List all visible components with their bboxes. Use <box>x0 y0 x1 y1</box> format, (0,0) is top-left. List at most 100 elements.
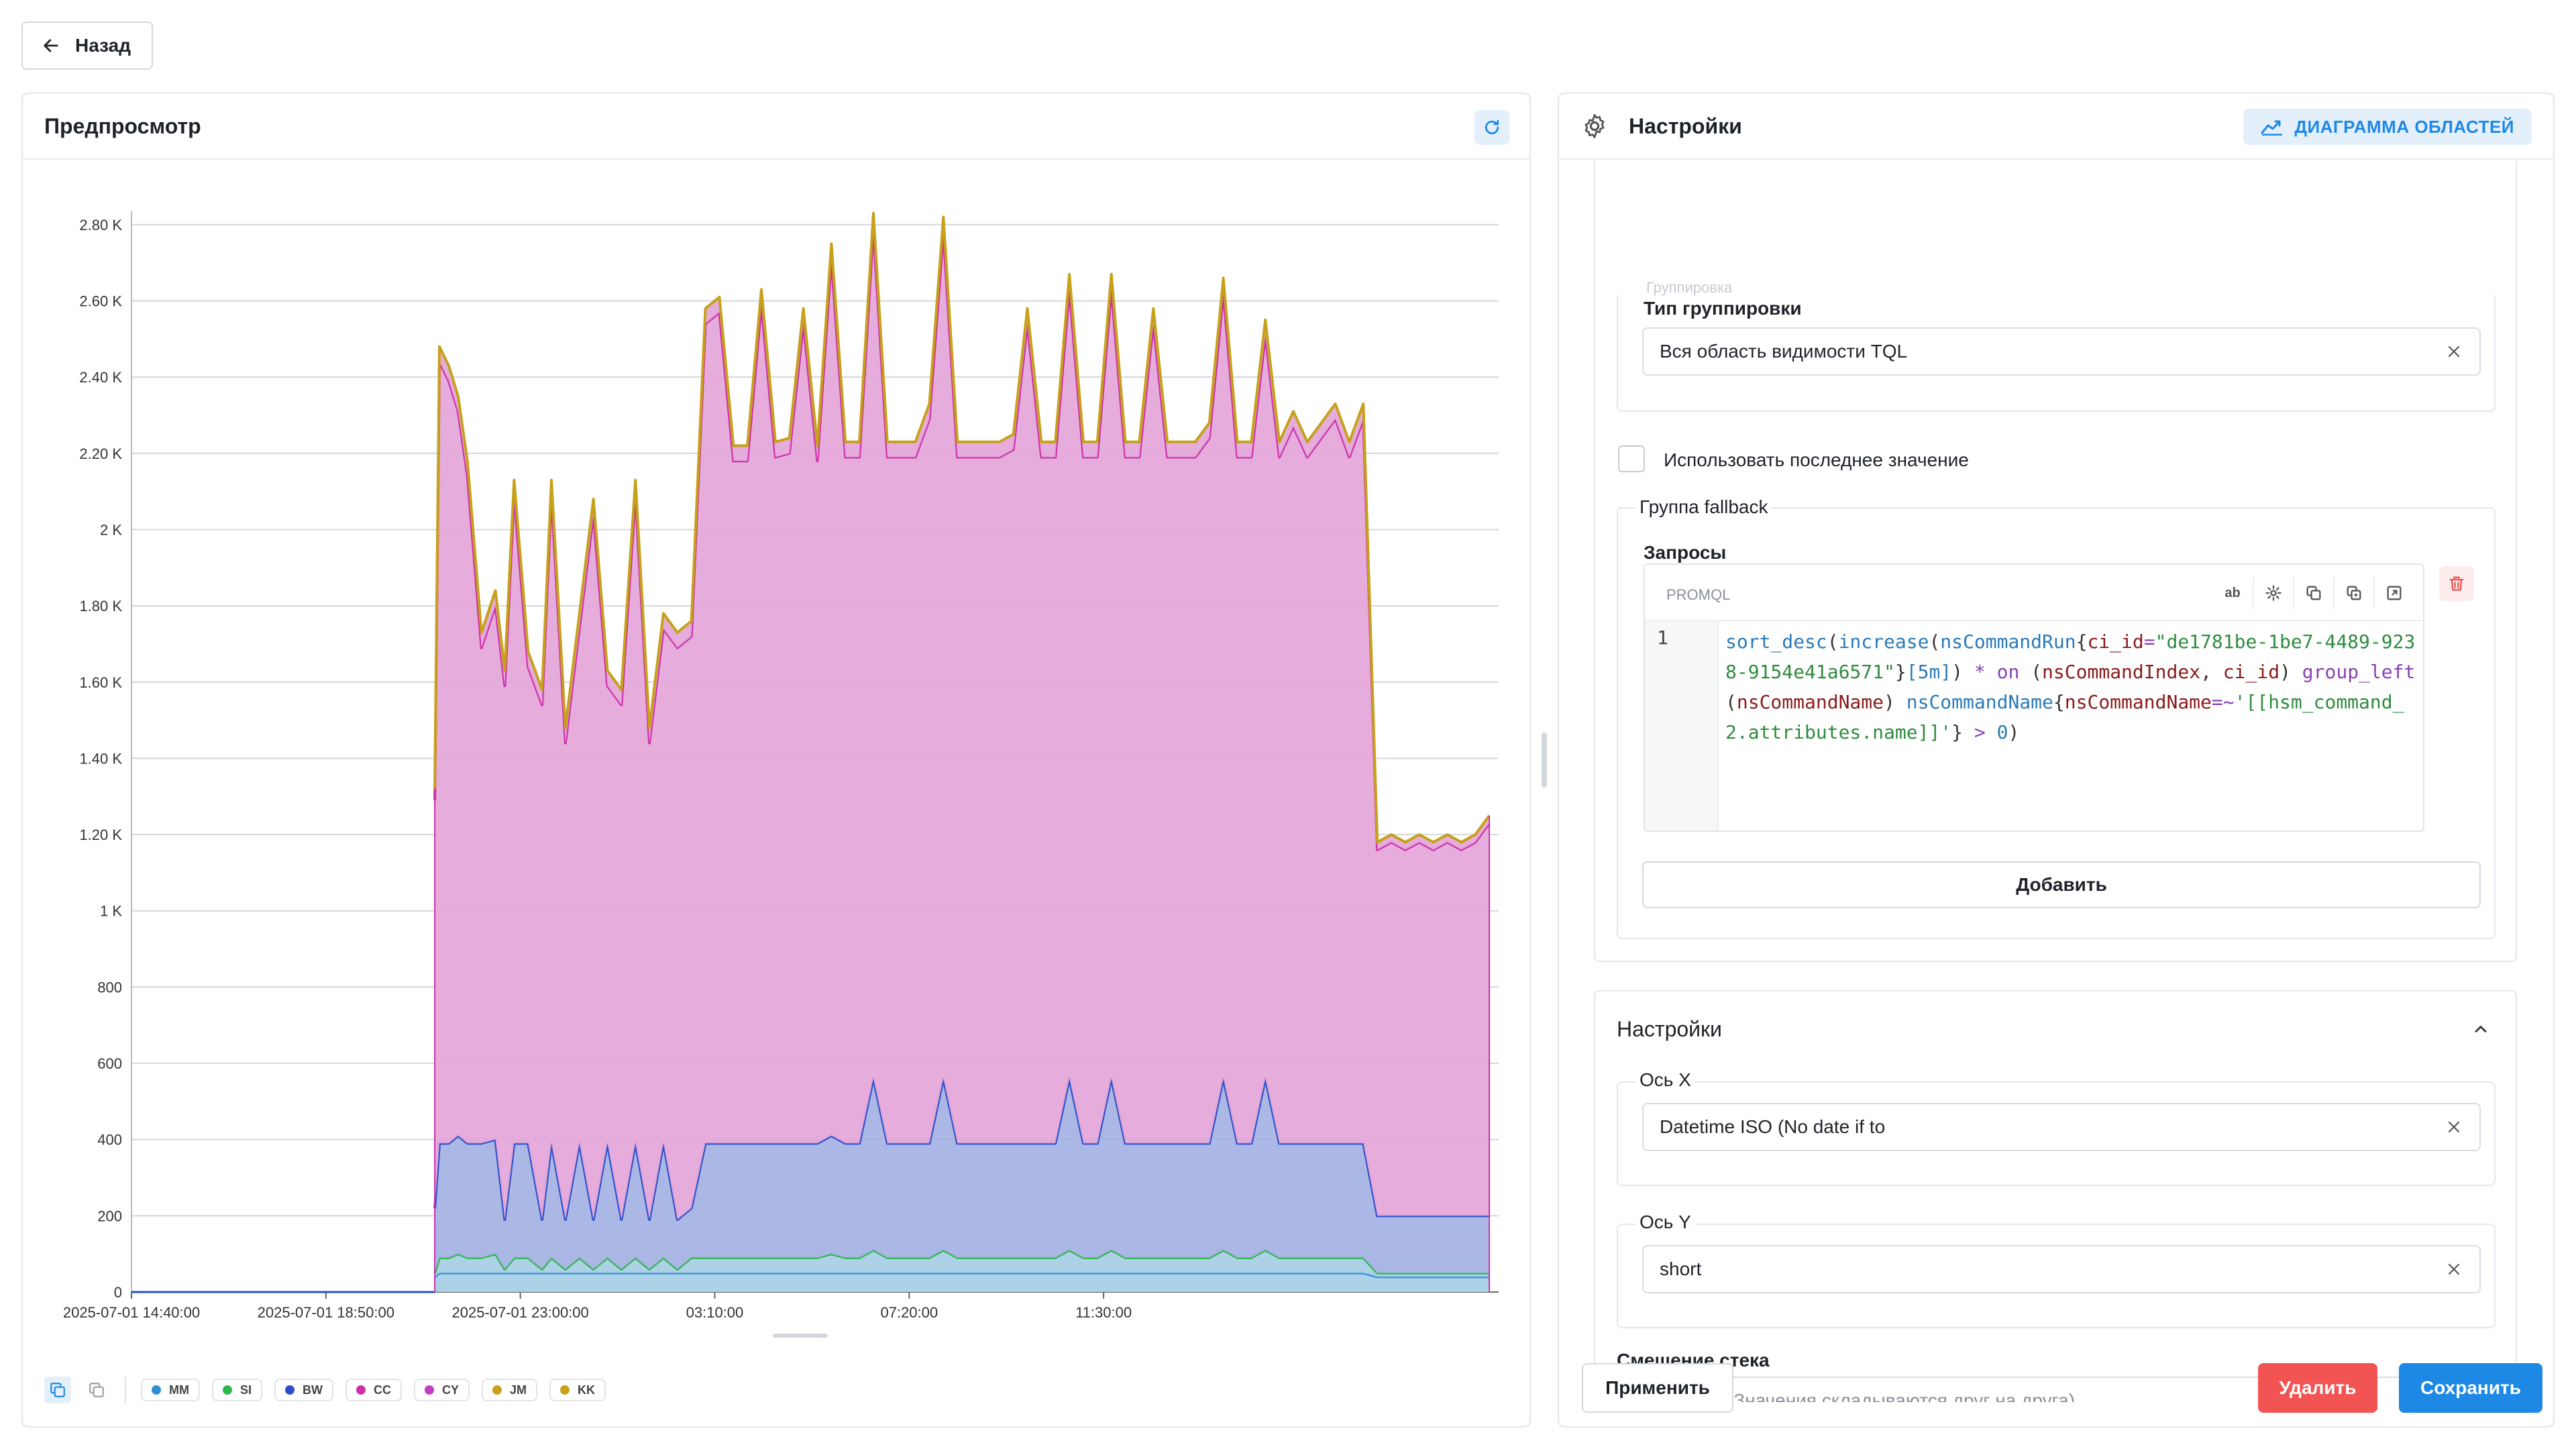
x-tick-label: 2025-07-01 18:50:00 <box>258 1304 394 1321</box>
chevron-up-icon[interactable] <box>2471 1020 2490 1038</box>
expand-icon <box>2387 586 2402 600</box>
y-tick-label: 400 <box>97 1132 122 1148</box>
legend-label: JM <box>510 1383 527 1397</box>
settings-header: Настройки ДИАГРАММА ОБЛАСТЕЙ <box>1559 94 2553 160</box>
legend-label: SI <box>240 1383 252 1397</box>
duplicate-icon <box>2347 586 2361 600</box>
stack-offset-value: Сложение (Значения складываются друг на … <box>1633 1390 2076 1402</box>
clear-icon[interactable] <box>2446 1261 2462 1277</box>
preview-title: Предпросмотр <box>44 113 201 138</box>
copy-icon <box>89 1383 104 1397</box>
y-tick-label: 1.60 K <box>79 674 122 691</box>
legend-label: CC <box>374 1383 392 1397</box>
legend-item-jm[interactable]: JM <box>482 1379 538 1401</box>
legend-item-bw[interactable]: BW <box>274 1379 334 1401</box>
area-chart-icon <box>2261 120 2283 136</box>
y-tick-label: 2.40 K <box>79 369 122 386</box>
y-tick-label: 200 <box>97 1208 122 1224</box>
legend-swatch <box>152 1385 161 1395</box>
legend-swatch <box>356 1385 366 1395</box>
refresh-icon <box>1485 119 1499 135</box>
settings-title: Настройки <box>1629 113 1742 138</box>
use-last-value-checkbox[interactable] <box>1618 445 1645 472</box>
legend-swatch <box>285 1385 295 1395</box>
delete-label: Удалить <box>2279 1377 2357 1398</box>
y-tick-label: 0 <box>114 1284 122 1301</box>
legend-item-cy[interactable]: CY <box>414 1379 470 1401</box>
legend-swatch <box>425 1385 435 1395</box>
y-axis-select[interactable]: short <box>1642 1245 2481 1293</box>
clear-icon[interactable] <box>2446 343 2462 360</box>
toggle-case-button[interactable]: ab <box>2212 577 2253 609</box>
x-tick-label: 11:30:00 <box>1075 1304 1132 1321</box>
x-axis-box <box>1617 1081 2496 1186</box>
editor-tools: ab <box>2212 577 2414 609</box>
y-tick-label: 1.40 K <box>79 750 122 767</box>
y-tick-label: 600 <box>97 1055 122 1072</box>
legend-items: MM SI BW CC CY JM KK <box>141 1379 606 1401</box>
y-tick-label: 1 K <box>100 903 122 920</box>
editor-settings-button[interactable] <box>2253 577 2293 609</box>
back-label: Назад <box>75 35 131 56</box>
save-label: Сохранить <box>2420 1377 2521 1398</box>
arrow-left-icon <box>44 39 58 52</box>
duplicate-query-button[interactable] <box>2333 577 2373 609</box>
editor-gutter: 1 <box>1645 621 1719 830</box>
expand-editor-button[interactable] <box>2373 577 2414 609</box>
x-axis-select[interactable]: Datetime ISO (No date if to <box>1642 1103 2481 1151</box>
y-tick-label: 2.80 K <box>79 217 122 233</box>
copy-query-button[interactable] <box>2293 577 2333 609</box>
query-code[interactable]: sort_desc(increase(nsCommandRun{ci_id="d… <box>1725 631 2416 743</box>
x-tick-label: 2025-07-01 14:40:00 <box>63 1304 200 1321</box>
clear-icon[interactable] <box>2446 1119 2462 1135</box>
chart-type-button[interactable]: ДИАГРАММА ОБЛАСТЕЙ <box>2243 109 2532 145</box>
editor-language: PROMQL <box>1666 586 1731 603</box>
apply-button[interactable]: Применить <box>1582 1363 1733 1413</box>
chart-settings-title: Настройки <box>1617 1017 1722 1041</box>
gear-icon <box>1585 113 1605 139</box>
editor-toolbar: PROMQL ab <box>1645 565 2423 621</box>
copy-legend-button[interactable] <box>83 1377 110 1403</box>
query-editor[interactable]: PROMQL ab <box>1644 564 2424 832</box>
legend-label: KK <box>578 1383 596 1397</box>
x-tick-label: 2025-07-01 23:00:00 <box>451 1304 588 1321</box>
y-tick-label: 2.60 K <box>79 292 122 309</box>
resize-handle[interactable] <box>773 1334 828 1338</box>
area-si <box>435 1250 1490 1277</box>
grouping-type-box <box>1617 295 2496 412</box>
grouping-type-value: Вся область видимости TQL <box>1660 341 1908 362</box>
stack-toggle-button[interactable] <box>44 1377 71 1403</box>
layers-icon <box>50 1383 65 1397</box>
x-tick-label: 03:10:00 <box>686 1304 744 1321</box>
apply-label: Применить <box>1605 1377 1710 1398</box>
legend-item-si[interactable]: SI <box>212 1379 263 1401</box>
add-query-label: Добавить <box>2016 874 2107 895</box>
add-query-button[interactable]: Добавить <box>1642 861 2481 908</box>
y-axis-box <box>1617 1224 2496 1328</box>
grouping-faded-label: Группировка <box>1646 279 1733 296</box>
refresh-button[interactable] <box>1474 110 1509 145</box>
fallback-group <box>1617 507 2496 939</box>
legend-item-cc[interactable]: CC <box>345 1379 402 1401</box>
grouping-type-select[interactable]: Вся область видимости TQL <box>1642 327 2481 376</box>
save-button[interactable]: Сохранить <box>2399 1363 2542 1413</box>
panel-splitter[interactable] <box>1542 733 1547 788</box>
chart-settings-section <box>1594 990 2517 1402</box>
line-kk <box>433 211 1491 844</box>
delete-query-button[interactable] <box>2439 566 2474 601</box>
ab-icon: ab <box>2224 585 2241 600</box>
legend-divider <box>125 1377 126 1403</box>
legend-bar: MM SI BW CC CY JM KK <box>44 1377 606 1403</box>
delete-button[interactable]: Удалить <box>2258 1363 2377 1413</box>
trash-icon <box>2449 576 2464 591</box>
y-axis-value: short <box>1660 1258 1702 1279</box>
legend-label: MM <box>169 1383 189 1397</box>
settings-scroll[interactable]: Группировка Тип группировки Вся область … <box>1559 161 2553 1402</box>
legend-item-kk[interactable]: KK <box>549 1379 606 1401</box>
legend-swatch <box>492 1385 502 1395</box>
y-tick-label: 2.20 K <box>79 445 122 462</box>
back-button[interactable]: Назад <box>21 21 153 70</box>
legend-item-mm[interactable]: MM <box>141 1379 200 1401</box>
legend-label: CY <box>442 1383 460 1397</box>
